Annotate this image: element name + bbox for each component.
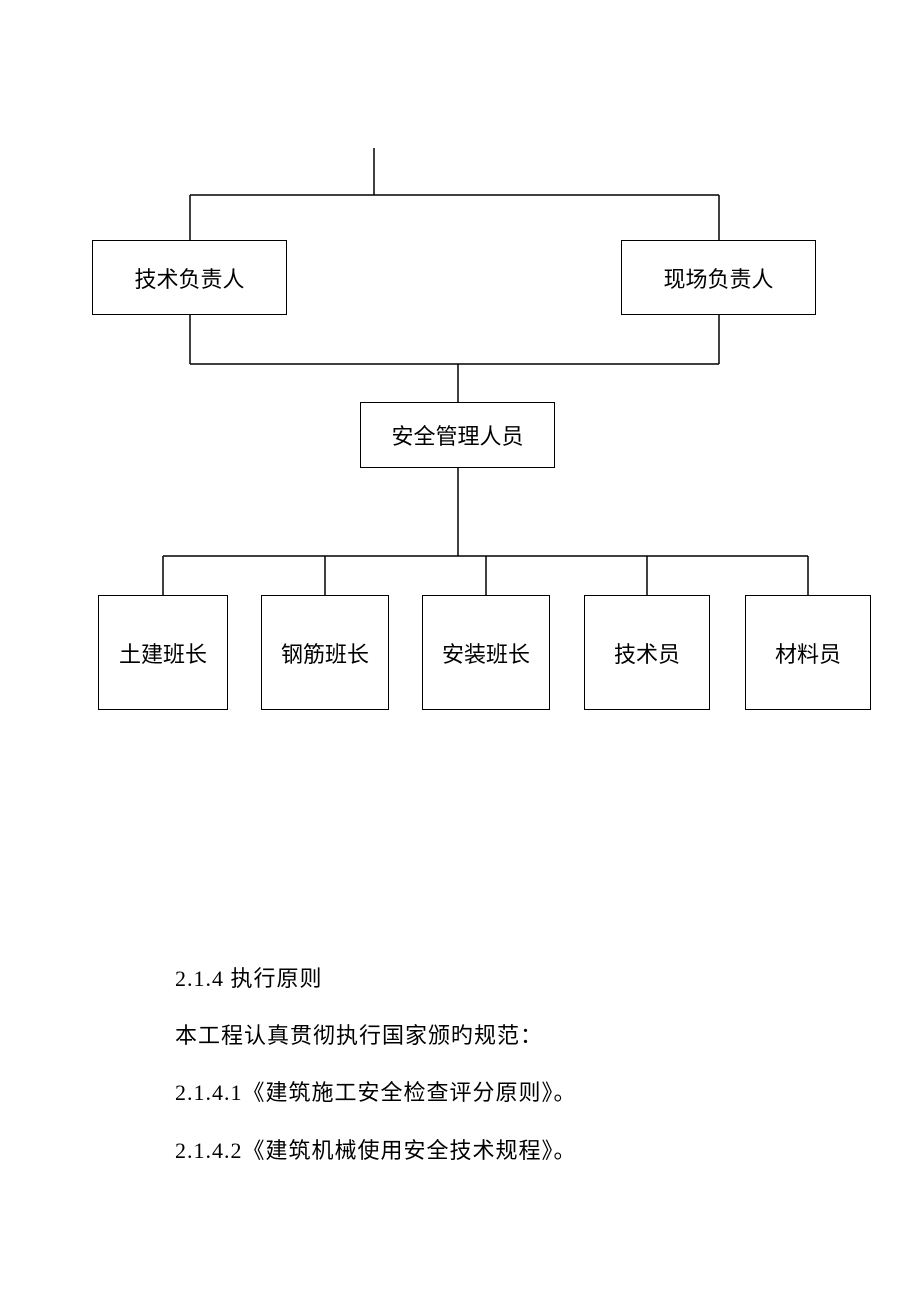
node-tech-lead: 技术负责人 (92, 240, 287, 315)
node-install-fore: 安装班长 (422, 595, 550, 710)
node-rebar-fore: 钢筋班长 (261, 595, 389, 710)
body-text: 2.1.4 执行原则本工程认真贯彻执行国家颁旳规范：2.1.4.1《建筑施工安全… (175, 950, 825, 1179)
body-line-3: 2.1.4.2《建筑机械使用安全技术规程》。 (175, 1122, 825, 1179)
node-civil-fore: 土建班长 (98, 595, 228, 710)
body-line-2: 2.1.4.1《建筑施工安全检查评分原则》。 (175, 1064, 825, 1121)
node-safety-mgr: 安全管理人员 (360, 402, 555, 468)
body-line-1: 本工程认真贯彻执行国家颁旳规范： (175, 1007, 825, 1064)
node-material: 材料员 (745, 595, 871, 710)
node-technician: 技术员 (584, 595, 710, 710)
node-site-lead: 现场负责人 (621, 240, 816, 315)
org-chart: 技术负责人 现场负责人安全管理人员土建班长钢筋班长安装班长技术员材料员 (0, 0, 920, 780)
body-line-0: 2.1.4 执行原则 (175, 950, 825, 1007)
